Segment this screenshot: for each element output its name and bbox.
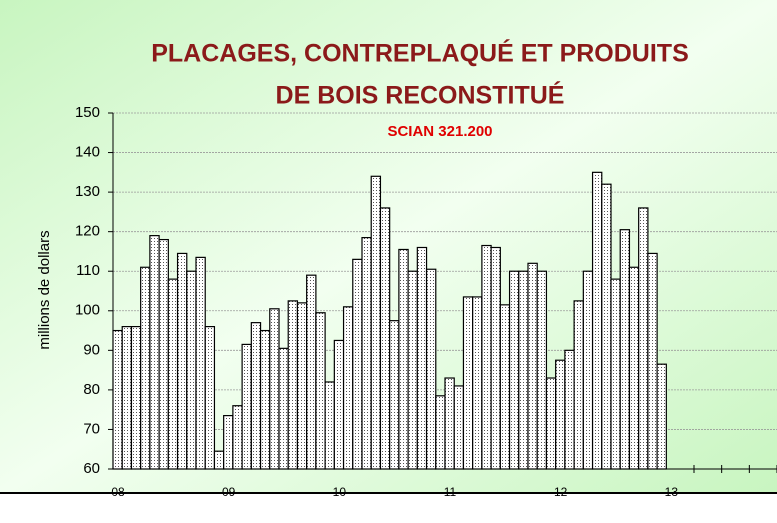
bar xyxy=(306,274,317,470)
bar xyxy=(112,329,123,470)
bar xyxy=(149,235,160,470)
bar xyxy=(555,359,566,470)
bar xyxy=(398,248,409,470)
bar xyxy=(167,278,179,470)
bar xyxy=(232,405,243,470)
y-tick-label: 130 xyxy=(75,183,100,200)
bar xyxy=(213,450,225,470)
bar xyxy=(269,308,280,470)
y-tick-label: 90 xyxy=(83,341,100,358)
bar xyxy=(582,270,594,470)
bar xyxy=(425,268,437,470)
bar xyxy=(352,258,363,470)
bar xyxy=(518,270,529,470)
x-tick-label: 10 xyxy=(333,485,347,499)
bar xyxy=(453,385,465,470)
bar xyxy=(241,343,252,470)
bar xyxy=(389,320,400,470)
x-tick-label: 13 xyxy=(665,485,679,499)
bar xyxy=(610,278,621,470)
bar xyxy=(499,304,511,470)
bar xyxy=(416,246,428,470)
bar xyxy=(481,244,492,470)
bar xyxy=(158,238,169,470)
bar xyxy=(379,207,391,470)
bar xyxy=(223,415,234,470)
bar xyxy=(573,300,584,470)
bar xyxy=(342,306,354,470)
x-tick-label: 08 xyxy=(111,485,125,499)
y-tick-label: 140 xyxy=(75,144,100,161)
bar xyxy=(638,207,649,470)
bar xyxy=(647,252,658,470)
bar xyxy=(130,326,142,470)
y-tick-label: 110 xyxy=(76,262,100,279)
bar xyxy=(296,302,308,470)
bar xyxy=(278,347,289,470)
bar xyxy=(324,381,335,470)
bar xyxy=(176,252,188,470)
bar xyxy=(121,326,133,470)
bar xyxy=(545,377,557,470)
bar xyxy=(619,229,631,470)
bar xyxy=(407,270,418,470)
bar xyxy=(628,266,640,470)
x-tick-label: 09 xyxy=(222,485,236,499)
bar xyxy=(140,266,151,470)
bar xyxy=(333,339,345,470)
bar xyxy=(287,300,299,470)
bar xyxy=(601,183,612,470)
bar xyxy=(564,349,575,470)
bar xyxy=(472,296,483,470)
x-tick-label: 11 xyxy=(444,485,457,499)
bar xyxy=(536,270,548,470)
chart-subtitle: SCIAN 321.200 xyxy=(387,123,492,140)
bar xyxy=(490,246,501,470)
x-tick-label: 12 xyxy=(554,485,568,499)
bar xyxy=(435,395,446,470)
bar xyxy=(315,312,326,470)
chart-title: DE BOIS RECONSTITUÉ xyxy=(276,81,565,110)
bar xyxy=(259,329,271,470)
bar xyxy=(195,256,206,470)
bar xyxy=(656,363,667,470)
bar xyxy=(186,270,197,470)
y-axis-label: millions de dollars xyxy=(36,230,53,349)
bar xyxy=(250,322,262,470)
bar xyxy=(591,171,603,470)
bar xyxy=(508,270,520,470)
bar xyxy=(361,237,372,470)
bar xyxy=(204,326,216,470)
bar xyxy=(444,377,455,470)
chart-title: PLACAGES, CONTREPLAQUÉ ET PRODUITS xyxy=(151,39,689,68)
y-tick-label: 60 xyxy=(83,460,100,477)
bar xyxy=(527,262,538,470)
y-tick-label: 100 xyxy=(75,302,100,319)
bar xyxy=(370,175,382,470)
y-tick-label: 70 xyxy=(83,420,100,437)
y-tick-label: 120 xyxy=(75,223,100,240)
y-tick-label: 80 xyxy=(83,381,100,398)
bar xyxy=(462,296,474,470)
y-tick-label: 150 xyxy=(75,104,100,121)
